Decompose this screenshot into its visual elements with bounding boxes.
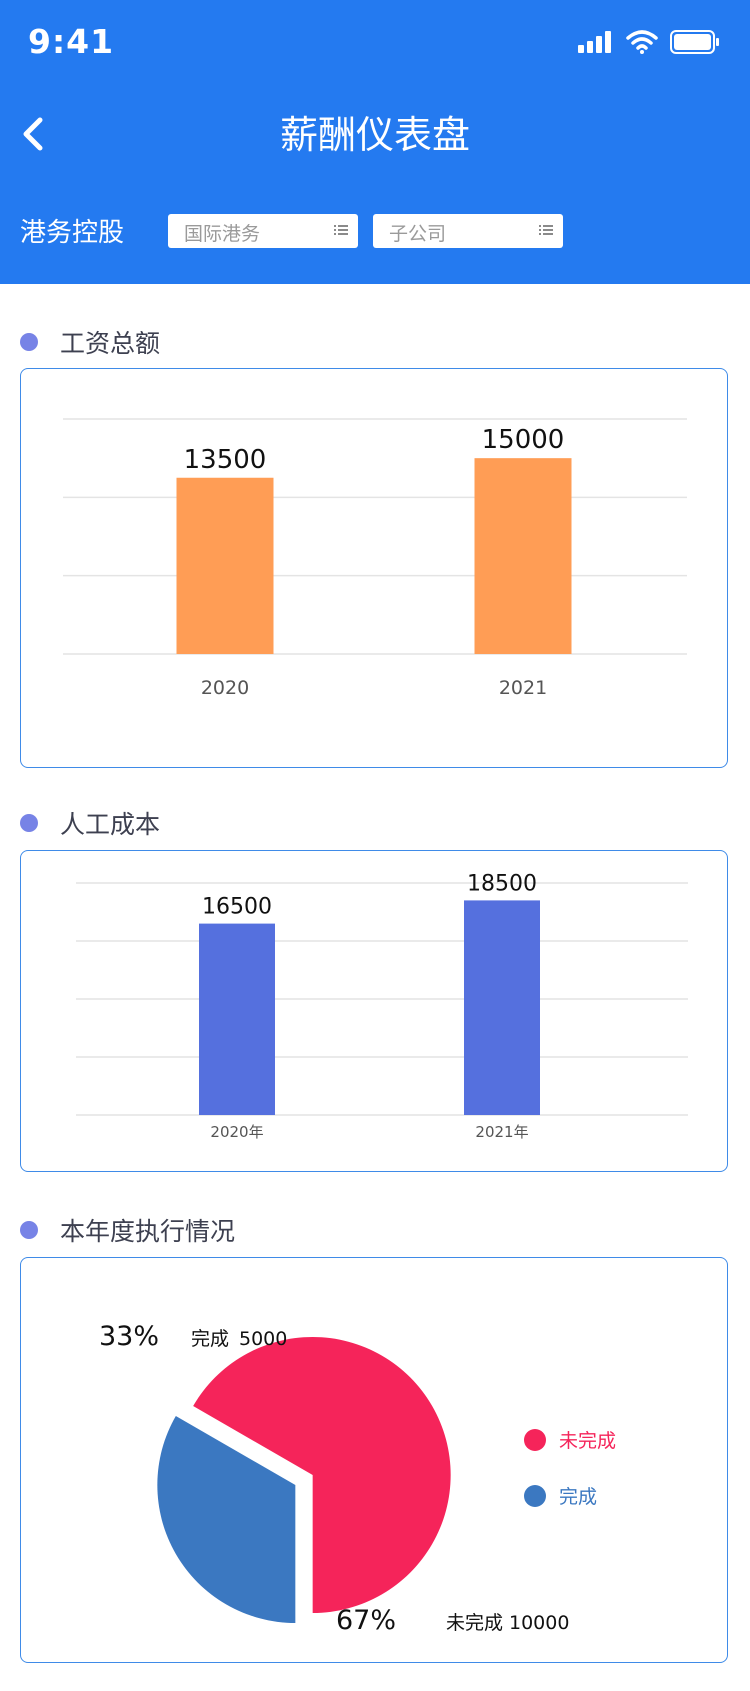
category-label: 2021年 [475, 1123, 528, 1141]
salary-total-card: 13500 2020 15000 2021 [20, 368, 728, 768]
bar-value-label: 15000 [482, 425, 565, 455]
labor-cost-card: 16500 2020年 18500 2021年 [20, 850, 728, 1172]
pie-name-label: 完成 [191, 1328, 229, 1350]
subsidiary-select-value: 子公司 [389, 223, 447, 245]
section-dot [20, 1221, 38, 1239]
signal-icon [578, 31, 611, 53]
category-label: 2021 [499, 677, 547, 699]
category-label: 2020 [201, 677, 249, 699]
pie-value-label: 5000 [239, 1328, 287, 1350]
legend-label: 完成 [559, 1486, 597, 1508]
pie-percent-label: 33% [99, 1321, 159, 1352]
wifi-icon [626, 30, 658, 54]
pie-name-label: 未完成 [446, 1612, 503, 1634]
bar-value-label: 13500 [184, 445, 267, 475]
section-dot [20, 333, 38, 351]
bar-value-label: 16500 [202, 895, 272, 920]
bar [199, 923, 275, 1115]
status-icons [578, 30, 720, 54]
section-title-text: 工资总额 [60, 329, 161, 358]
legend-marker [524, 1485, 546, 1507]
category-label: 2020年 [210, 1123, 263, 1141]
legend-marker [524, 1429, 546, 1451]
bar-value-label: 18500 [467, 871, 537, 896]
section-execution: 本年度执行情况 [20, 1212, 235, 1248]
chevron-left-icon [23, 117, 43, 151]
legend-label: 未完成 [559, 1430, 616, 1452]
battery-icon [670, 30, 719, 54]
section-title-text: 本年度执行情况 [60, 1217, 236, 1246]
region-select-value: 国际港务 [184, 223, 261, 245]
header: 9:41 薪酬仪表盘 港务控股 国际港务 [0, 0, 750, 284]
list-icon [334, 225, 348, 235]
bar [176, 477, 274, 654]
filter-label: 港务控股 [20, 218, 125, 248]
labor-cost-chart: 16500 2020年 18500 2021年 [76, 871, 688, 1141]
region-select[interactable]: 国际港务 [168, 214, 358, 248]
pie-percent-label: 67% [336, 1605, 396, 1636]
back-button[interactable] [14, 108, 54, 158]
status-time: 9:41 [28, 22, 115, 61]
pie-value-label: 10000 [509, 1612, 569, 1634]
bar [474, 458, 572, 654]
pie-slice [157, 1416, 296, 1623]
execution-card: 67% 未完成 10000 未完成 33% 完成 5000 完成 [20, 1257, 728, 1663]
subsidiary-select[interactable]: 子公司 [373, 214, 563, 248]
section-dot [20, 814, 38, 832]
salary-total-chart: 13500 2020 15000 2021 [63, 418, 687, 699]
pie-slice [193, 1337, 451, 1613]
bar [464, 900, 540, 1115]
execution-pie-chart: 67% 未完成 10000 未完成 33% 完成 5000 完成 [99, 1321, 616, 1636]
page-title: 薪酬仪表盘 [279, 113, 470, 157]
list-icon [539, 225, 553, 235]
section-labor-cost: 人工成本 [20, 805, 160, 841]
section-salary-total: 工资总额 [20, 324, 160, 360]
section-title-text: 人工成本 [60, 810, 161, 839]
